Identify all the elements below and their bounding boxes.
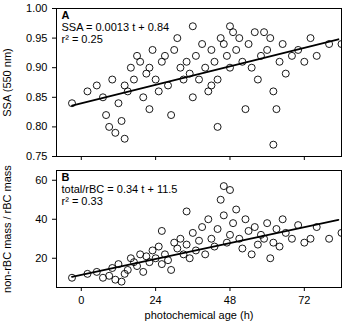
svg-text:r² = 0.25: r² = 0.25 <box>62 33 103 45</box>
svg-text:24: 24 <box>150 294 162 306</box>
svg-text:48: 48 <box>224 294 236 306</box>
svg-text:0: 0 <box>78 294 84 306</box>
svg-text:1.00: 1.00 <box>26 2 47 14</box>
svg-text:20: 20 <box>35 252 47 264</box>
svg-text:0.95: 0.95 <box>26 32 47 44</box>
svg-text:total/rBC = 0.34 t + 11.5: total/rBC = 0.34 t + 11.5 <box>62 183 178 195</box>
svg-text:60: 60 <box>35 174 47 186</box>
svg-text:SSA = 0.0013 t + 0.84: SSA = 0.0013 t + 0.84 <box>62 21 170 33</box>
svg-text:72: 72 <box>298 294 310 306</box>
svg-text:B: B <box>62 171 70 183</box>
svg-text:SSA (550 nm): SSA (550 nm) <box>1 48 13 116</box>
svg-text:0.85: 0.85 <box>26 91 47 103</box>
svg-text:0.90: 0.90 <box>26 61 47 73</box>
svg-text:A: A <box>62 9 70 21</box>
svg-text:non-rBC mass / rBC mass: non-rBC mass / rBC mass <box>1 165 13 293</box>
svg-text:0.80: 0.80 <box>26 120 47 132</box>
svg-text:0.75: 0.75 <box>26 150 47 162</box>
svg-text:r² = 0.33: r² = 0.33 <box>62 195 103 207</box>
svg-text:40: 40 <box>35 213 47 225</box>
svg-text:photochemical age (h): photochemical age (h) <box>145 309 254 321</box>
